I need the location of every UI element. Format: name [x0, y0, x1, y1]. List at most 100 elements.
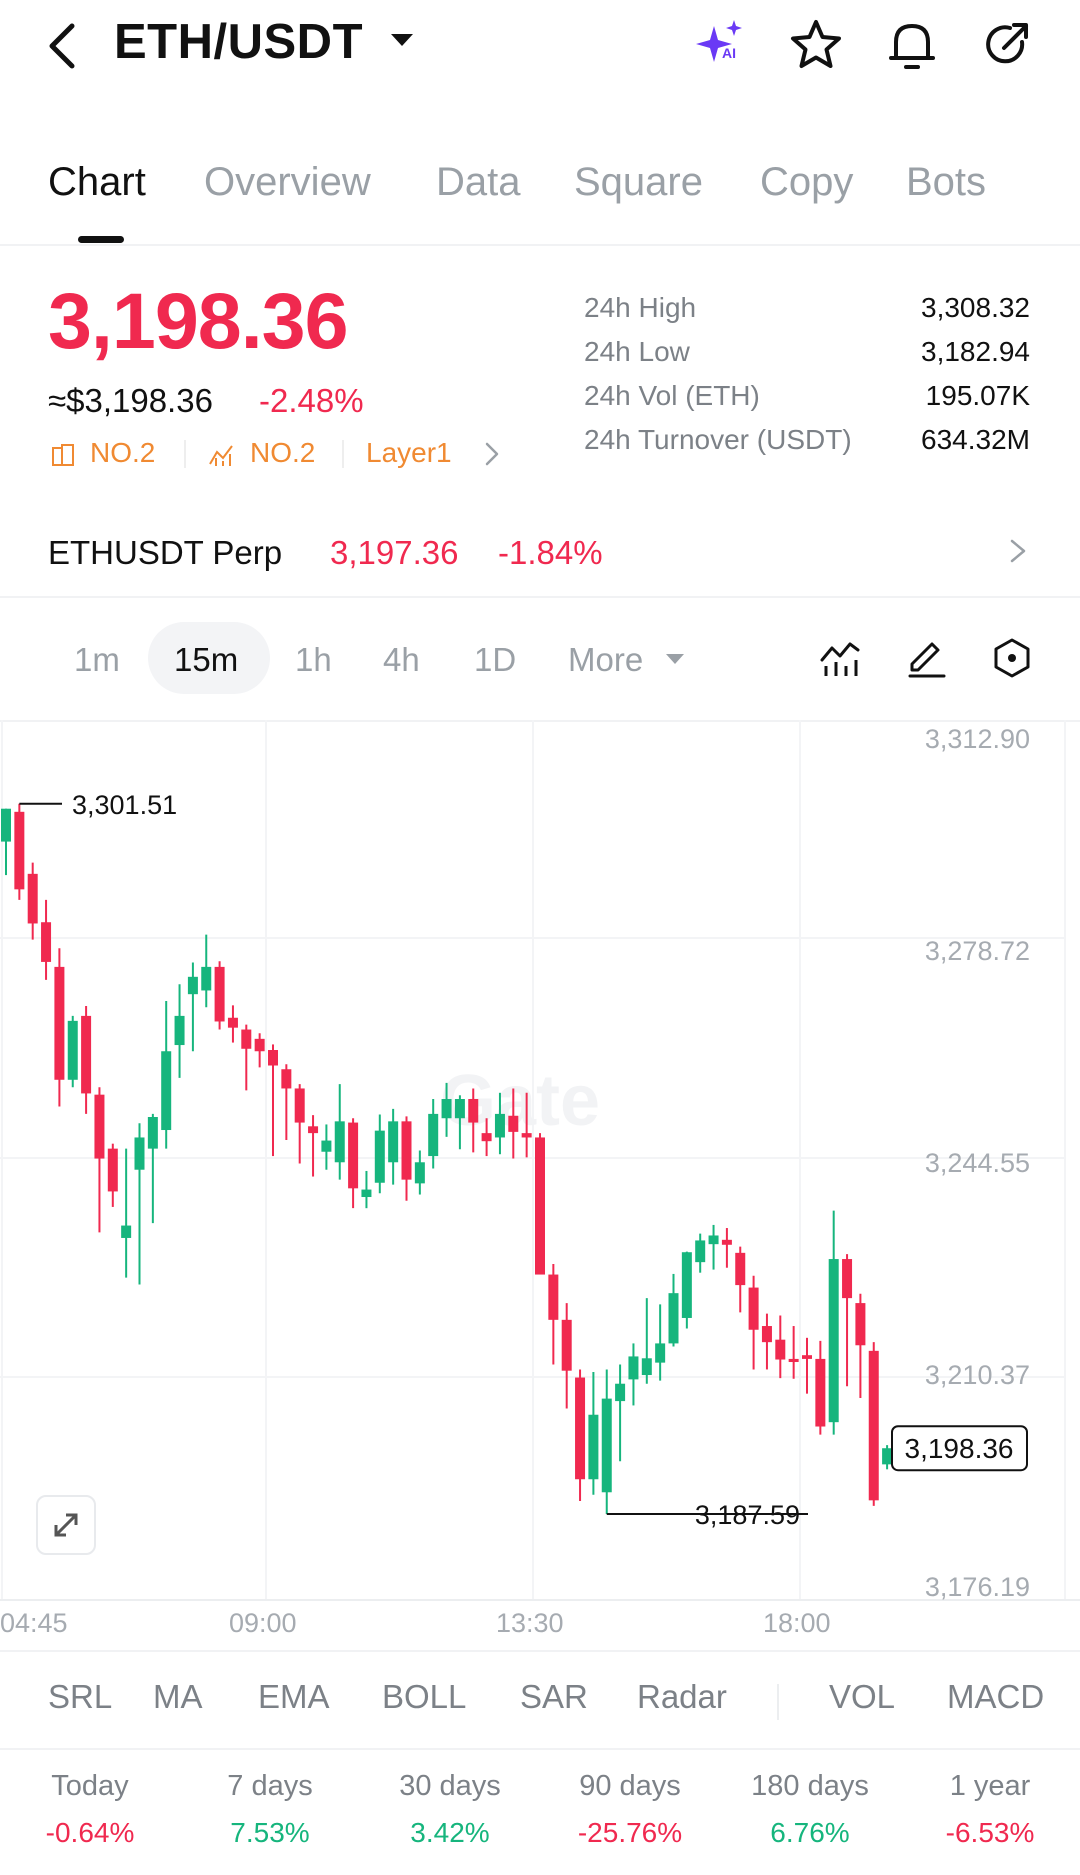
candle [334, 1084, 345, 1180]
bell-icon[interactable] [883, 16, 941, 74]
pair-title[interactable]: ETH/USDT [114, 15, 363, 69]
trend-rank-tag[interactable]: NO.2 [250, 437, 316, 468]
candle [468, 1088, 479, 1153]
candle-body [842, 1259, 853, 1299]
candle [775, 1315, 786, 1379]
interval-4h[interactable]: 4h [383, 641, 420, 678]
candle [27, 862, 38, 940]
pair-dropdown-caret-icon[interactable] [391, 34, 413, 46]
candle [214, 961, 225, 1030]
interval-1h[interactable]: 1h [295, 641, 332, 678]
settings-hexagon-icon[interactable] [990, 636, 1034, 680]
candle [94, 1087, 105, 1233]
interval-1d[interactable]: 1D [474, 641, 517, 678]
pencil-draw-icon[interactable] [904, 636, 948, 680]
back-arrow-icon[interactable] [42, 18, 82, 74]
last-price-label: 3,198.36 [905, 1433, 1014, 1464]
indicator-vol[interactable]: VOL [829, 1678, 896, 1715]
perp-contract-name[interactable]: ETHUSDT Perp [48, 534, 283, 571]
indicator-sar[interactable]: SAR [520, 1678, 588, 1715]
candle-body [281, 1069, 292, 1089]
category-tag[interactable]: Layer1 [366, 437, 452, 468]
y-tick-label: 3,176.19 [925, 1572, 1030, 1602]
divider [0, 1748, 1080, 1750]
candle [401, 1116, 412, 1201]
x-tick-label: 13:30 [496, 1608, 564, 1638]
candle-body [481, 1133, 492, 1142]
fullscreen-button[interactable] [36, 1495, 96, 1555]
tab-square[interactable]: Square [574, 160, 703, 204]
brand-watermark: Gate [440, 1061, 600, 1141]
candle [721, 1228, 732, 1268]
candle [788, 1326, 799, 1379]
divider [0, 596, 1080, 598]
chevron-right-icon[interactable] [1006, 533, 1030, 569]
indicator-ma[interactable]: MA [153, 1678, 203, 1715]
more-caret-icon[interactable] [666, 654, 684, 664]
divider [0, 1650, 1080, 1652]
candlestick-chart[interactable]: Gate 3,301.51 3,187.59 3,198.36 3,312.90 3,… [0, 720, 1080, 1665]
tab-chart[interactable]: Chart [48, 160, 146, 204]
ai-sparkle-icon[interactable]: AI [692, 16, 750, 74]
candle [548, 1264, 559, 1365]
candle-body [708, 1235, 719, 1245]
tab-overview[interactable]: Overview [204, 160, 371, 204]
candle [308, 1115, 319, 1177]
candle-body [268, 1050, 278, 1066]
perf-value: -25.76% [577, 1817, 683, 1848]
x-tick-label: 09:00 [229, 1608, 297, 1638]
candle-body [521, 1133, 532, 1138]
candle [842, 1254, 853, 1387]
ai-badge-label: AI [722, 45, 736, 61]
candle-body [67, 1020, 78, 1080]
chevron-right-icon[interactable] [480, 440, 504, 468]
interval-1m[interactable]: 1m [74, 641, 120, 678]
indicator-srl[interactable]: SRL [48, 1678, 113, 1715]
candle-body [174, 1015, 185, 1046]
candle-body [628, 1356, 639, 1380]
tab-bots[interactable]: Bots [906, 160, 987, 204]
y-tick-label: 3,278.72 [925, 936, 1030, 966]
indicator-macd[interactable]: MACD [947, 1678, 1045, 1715]
candle-body [334, 1121, 345, 1163]
candle-body [401, 1121, 412, 1180]
candle [802, 1337, 812, 1394]
candle-body [735, 1252, 746, 1286]
share-icon[interactable] [978, 16, 1036, 74]
perf-label: 1 year [949, 1770, 1031, 1802]
candle [601, 1369, 612, 1514]
indicator-boll[interactable]: BOLL [382, 1678, 467, 1715]
rank-tag[interactable]: NO.2 [90, 437, 156, 468]
stat-label-turnover: 24h Turnover (USDT) [584, 424, 852, 455]
tab-data[interactable]: Data [436, 160, 521, 204]
candle [348, 1118, 359, 1209]
interval-15m[interactable]: 15m [174, 641, 239, 678]
stat-value-high: 3,308.32 [921, 292, 1030, 323]
candle [227, 1005, 238, 1043]
candle [494, 1092, 505, 1155]
stat-value-low: 3,182.94 [921, 336, 1030, 367]
candle [121, 1148, 132, 1278]
candle-body [601, 1398, 612, 1493]
indicator-radar[interactable]: Radar [637, 1678, 727, 1715]
candle-body [695, 1240, 706, 1263]
candle-body [681, 1252, 692, 1318]
candle-body [107, 1148, 118, 1192]
divider [0, 244, 1080, 246]
tab-copy[interactable]: Copy [760, 160, 854, 204]
stat-label-high: 24h High [584, 292, 697, 323]
candle [41, 899, 52, 980]
perf-value: 3.42% [410, 1817, 490, 1848]
perp-change-percent: -1.84% [498, 534, 603, 571]
candle-body [1, 808, 11, 842]
candle-body [721, 1239, 732, 1245]
indicator-chart-icon[interactable] [818, 636, 862, 680]
indicator-ema[interactable]: EMA [258, 1678, 330, 1715]
interval-more[interactable]: More [568, 641, 644, 678]
candle-body [548, 1274, 559, 1320]
candle [201, 934, 212, 1008]
candle [268, 1044, 278, 1157]
stat-label-low: 24h Low [584, 336, 690, 367]
low-marker-label: 3,187.59 [695, 1500, 800, 1530]
star-icon[interactable] [787, 16, 845, 74]
